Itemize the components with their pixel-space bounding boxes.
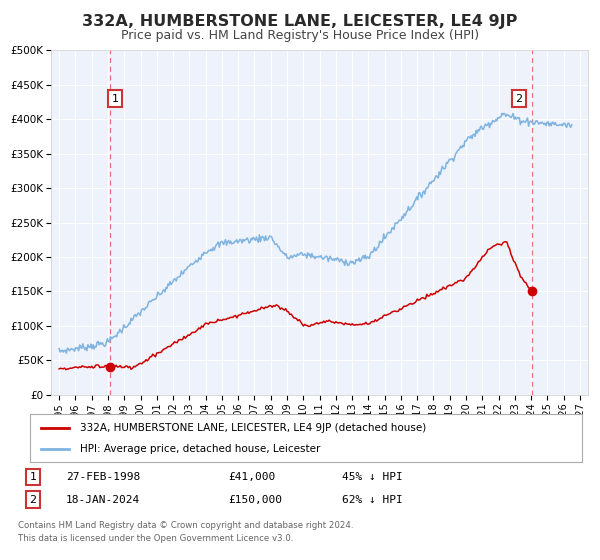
Text: £150,000: £150,000 <box>228 494 282 505</box>
Text: 27-FEB-1998: 27-FEB-1998 <box>66 472 140 482</box>
Text: 45% ↓ HPI: 45% ↓ HPI <box>342 472 403 482</box>
Text: 18-JAN-2024: 18-JAN-2024 <box>66 494 140 505</box>
Text: Price paid vs. HM Land Registry's House Price Index (HPI): Price paid vs. HM Land Registry's House … <box>121 29 479 42</box>
Text: 62% ↓ HPI: 62% ↓ HPI <box>342 494 403 505</box>
Text: 1: 1 <box>29 472 37 482</box>
Text: £41,000: £41,000 <box>228 472 275 482</box>
Text: This data is licensed under the Open Government Licence v3.0.: This data is licensed under the Open Gov… <box>18 534 293 543</box>
Text: Contains HM Land Registry data © Crown copyright and database right 2024.: Contains HM Land Registry data © Crown c… <box>18 521 353 530</box>
Text: 2: 2 <box>29 494 37 505</box>
Text: 332A, HUMBERSTONE LANE, LEICESTER, LE4 9JP (detached house): 332A, HUMBERSTONE LANE, LEICESTER, LE4 9… <box>80 423 426 433</box>
Text: 2: 2 <box>515 94 523 104</box>
Text: 332A, HUMBERSTONE LANE, LEICESTER, LE4 9JP: 332A, HUMBERSTONE LANE, LEICESTER, LE4 9… <box>82 14 518 29</box>
Text: HPI: Average price, detached house, Leicester: HPI: Average price, detached house, Leic… <box>80 444 320 454</box>
Text: 1: 1 <box>112 94 119 104</box>
